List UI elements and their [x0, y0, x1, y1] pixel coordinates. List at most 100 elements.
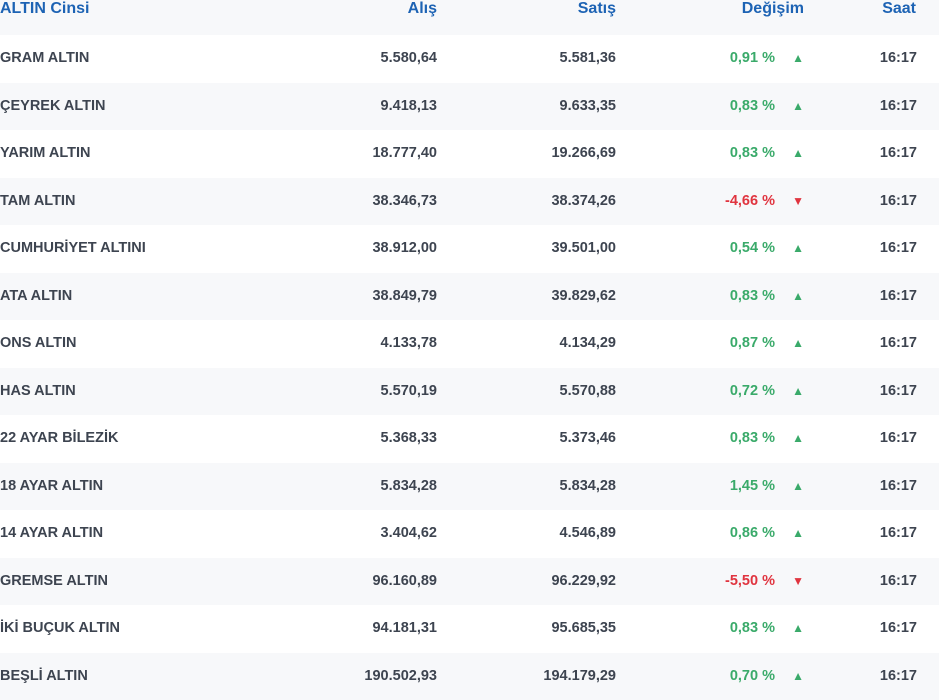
change-percent: 0,54 % — [730, 225, 775, 273]
table-row[interactable]: ATA ALTIN 38.849,79 39.829,62 0,83 % ▲ 16:17 — [0, 273, 939, 321]
buy-price: 96.160,89 — [372, 558, 437, 606]
buy-price: 9.418,13 — [381, 83, 437, 131]
change-percent: 0,86 % — [730, 510, 775, 558]
table-row[interactable]: 22 AYAR BİLEZİK 5.368,33 5.373,46 0,83 % ▲ 16… — [0, 415, 939, 463]
buy-price: 38.912,00 — [372, 225, 437, 273]
gold-type-name: 14 AYAR ALTIN — [0, 510, 103, 558]
triangle-up-icon: ▲ — [792, 225, 804, 273]
sell-price: 4.134,29 — [560, 320, 616, 368]
sell-price: 5.581,36 — [560, 35, 616, 83]
change-percent: 0,87 % — [730, 320, 775, 368]
table-row[interactable]: 14 AYAR ALTIN 3.404,62 4.546,89 0,86 % ▲ 16:1… — [0, 510, 939, 558]
table-row[interactable]: TAM ALTIN 38.346,73 38.374,26 -4,66 % ▼ 16:17 — [0, 178, 939, 226]
gold-type-name: GRAM ALTIN — [0, 35, 89, 83]
change-percent: 0,83 % — [730, 273, 775, 321]
update-time: 16:17 — [880, 130, 917, 178]
triangle-up-icon: ▲ — [792, 35, 804, 83]
buy-price: 94.181,31 — [372, 605, 437, 653]
table-body: GRAM ALTIN 5.580,64 5.581,36 0,91 % ▲ 16:17 ÇE… — [0, 35, 939, 700]
gold-type-name: ÇEYREK ALTIN — [0, 83, 106, 131]
sell-price: 39.501,00 — [551, 225, 616, 273]
update-time: 16:17 — [880, 178, 917, 226]
gold-type-name: HAS ALTIN — [0, 368, 76, 416]
sell-price: 5.373,46 — [560, 415, 616, 463]
header-name[interactable]: ALTIN Cinsi — [0, 0, 89, 17]
change-percent: 0,83 % — [730, 605, 775, 653]
gold-type-name: CUMHURİYET ALTINI — [0, 225, 146, 273]
table-row[interactable]: CUMHURİYET ALTINI 38.912,00 39.501,00 0,54 … — [0, 225, 939, 273]
sell-price: 5.834,28 — [560, 463, 616, 511]
update-time: 16:17 — [880, 605, 917, 653]
triangle-up-icon: ▲ — [792, 605, 804, 653]
gold-type-name: ATA ALTIN — [0, 273, 72, 321]
change-percent: 0,72 % — [730, 368, 775, 416]
sell-price: 194.179,29 — [543, 653, 616, 700]
gold-type-name: YARIM ALTIN — [0, 130, 91, 178]
table-row[interactable]: ONS ALTIN 4.133,78 4.134,29 0,87 % ▲ 16:17 — [0, 320, 939, 368]
gold-type-name: ONS ALTIN — [0, 320, 77, 368]
buy-price: 3.404,62 — [381, 510, 437, 558]
update-time: 16:17 — [880, 463, 917, 511]
update-time: 16:17 — [880, 558, 917, 606]
change-percent: 0,70 % — [730, 653, 775, 700]
update-time: 16:17 — [880, 273, 917, 321]
buy-price: 38.346,73 — [372, 178, 437, 226]
triangle-up-icon: ▲ — [792, 653, 804, 700]
sell-price: 5.570,88 — [560, 368, 616, 416]
buy-price: 18.777,40 — [372, 130, 437, 178]
buy-price: 5.834,28 — [381, 463, 437, 511]
update-time: 16:17 — [880, 225, 917, 273]
triangle-up-icon: ▲ — [792, 510, 804, 558]
update-time: 16:17 — [880, 83, 917, 131]
table-row[interactable]: GRAM ALTIN 5.580,64 5.581,36 0,91 % ▲ 16:17 — [0, 35, 939, 83]
update-time: 16:17 — [880, 510, 917, 558]
change-percent: -4,66 % — [725, 178, 775, 226]
gold-type-name: TAM ALTIN — [0, 178, 75, 226]
header-sell[interactable]: Satış — [578, 0, 616, 17]
table-row[interactable]: BEŞLİ ALTIN 190.502,93 194.179,29 0,70 % ▲ 16… — [0, 653, 939, 700]
table-header: ALTIN Cinsi Alış Satış Değişim Saat — [0, 0, 939, 35]
gold-type-name: GREMSE ALTIN — [0, 558, 108, 606]
gold-type-name: BEŞLİ ALTIN — [0, 653, 88, 700]
gold-type-name: 18 AYAR ALTIN — [0, 463, 103, 511]
triangle-down-icon: ▼ — [792, 178, 804, 226]
table-row[interactable]: İKİ BUÇUK ALTIN 94.181,31 95.685,35 0,83 % ▲… — [0, 605, 939, 653]
gold-type-name: 22 AYAR BİLEZİK — [0, 415, 118, 463]
buy-price: 4.133,78 — [381, 320, 437, 368]
buy-price: 5.368,33 — [381, 415, 437, 463]
buy-price: 190.502,93 — [364, 653, 437, 700]
gold-type-name: İKİ BUÇUK ALTIN — [0, 605, 120, 653]
change-percent: 0,91 % — [730, 35, 775, 83]
sell-price: 9.633,35 — [560, 83, 616, 131]
header-change[interactable]: Değişim — [742, 0, 804, 17]
change-percent: 0,83 % — [730, 83, 775, 131]
triangle-up-icon: ▲ — [792, 130, 804, 178]
header-time[interactable]: Saat — [882, 0, 916, 17]
buy-price: 5.570,19 — [381, 368, 437, 416]
sell-price: 95.685,35 — [551, 605, 616, 653]
triangle-up-icon: ▲ — [792, 273, 804, 321]
update-time: 16:17 — [880, 368, 917, 416]
sell-price: 38.374,26 — [551, 178, 616, 226]
update-time: 16:17 — [880, 320, 917, 368]
change-percent: 1,45 % — [730, 463, 775, 511]
triangle-up-icon: ▲ — [792, 463, 804, 511]
header-buy[interactable]: Alış — [408, 0, 437, 17]
update-time: 16:17 — [880, 35, 917, 83]
triangle-up-icon: ▲ — [792, 415, 804, 463]
change-percent: 0,83 % — [730, 415, 775, 463]
triangle-up-icon: ▲ — [792, 320, 804, 368]
sell-price: 4.546,89 — [560, 510, 616, 558]
table-row[interactable]: 18 AYAR ALTIN 5.834,28 5.834,28 1,45 % ▲ 16:1… — [0, 463, 939, 511]
sell-price: 39.829,62 — [551, 273, 616, 321]
update-time: 16:17 — [880, 653, 917, 700]
sell-price: 19.266,69 — [551, 130, 616, 178]
buy-price: 5.580,64 — [381, 35, 437, 83]
buy-price: 38.849,79 — [372, 273, 437, 321]
update-time: 16:17 — [880, 415, 917, 463]
